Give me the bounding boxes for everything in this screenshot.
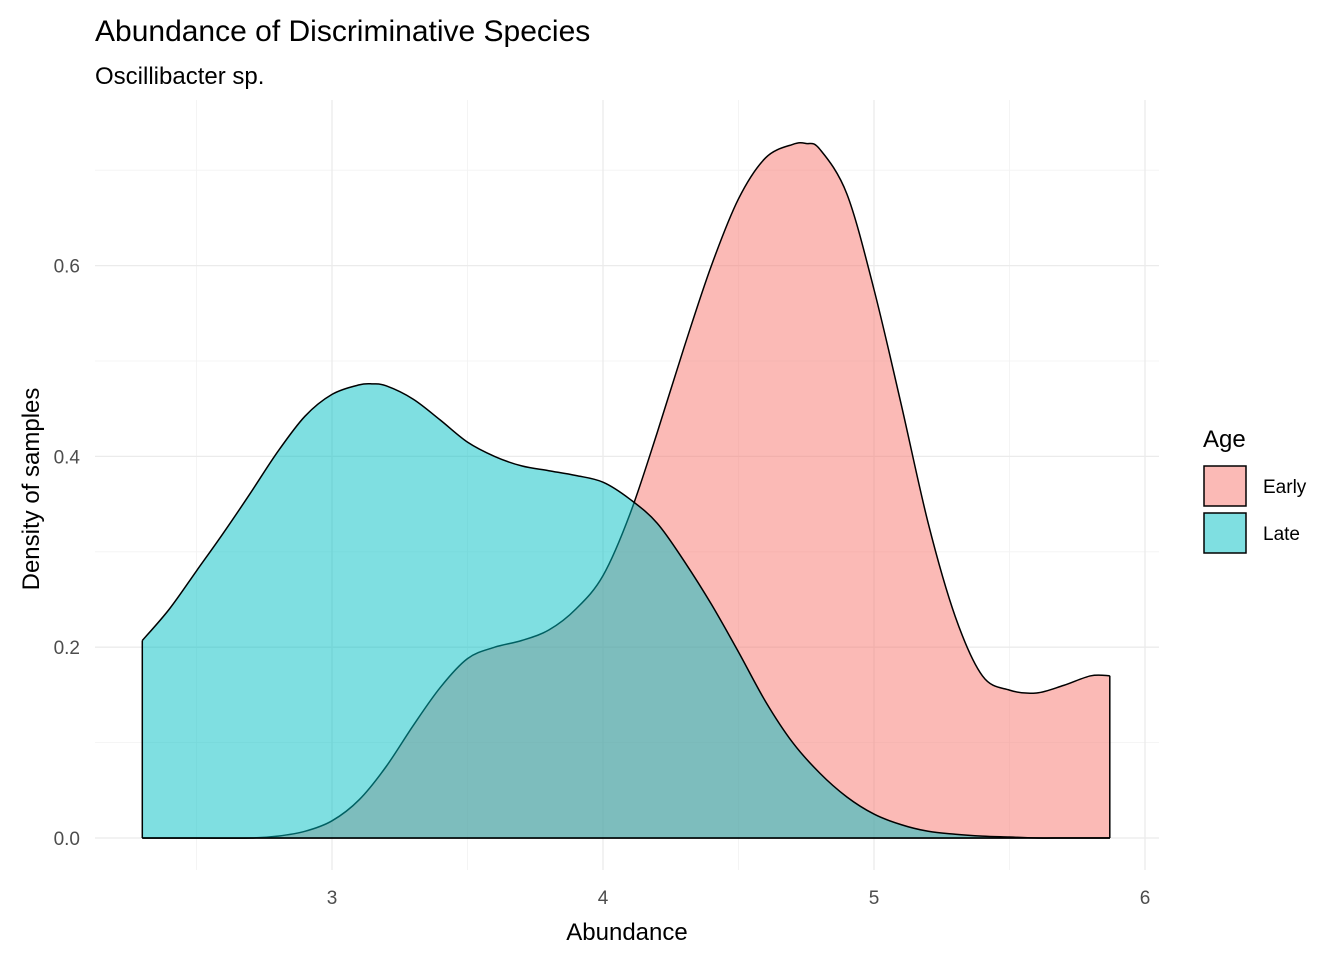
legend-label-early: Early [1263, 477, 1307, 498]
legend-items: Early Late [1203, 465, 1307, 554]
x-tick-label: 4 [598, 888, 609, 909]
legend-label-late: Late [1263, 524, 1300, 545]
y-tick-label: 0.6 [54, 257, 80, 278]
density-area-early [142, 142, 1110, 839]
density-area-late [142, 383, 1110, 839]
chart-title: Abundance of Discriminative Species [95, 15, 590, 48]
density-outline-late [141, 382, 1110, 839]
legend-title: Age [1203, 426, 1246, 453]
x-axis-title: Abundance [566, 919, 687, 946]
y-axis-title: Density of samples [18, 388, 45, 591]
legend: Age Early Late [1203, 426, 1307, 554]
x-axis-tick-labels: 3 4 5 6 [327, 888, 1151, 909]
legend-swatch-early [1203, 465, 1247, 507]
density-areas [141, 142, 1111, 839]
y-axis-tick-labels: 0.0 0.2 0.4 0.6 [54, 257, 81, 850]
y-tick-label: 0.0 [54, 829, 80, 850]
chart-subtitle: Oscillibacter sp. [95, 63, 264, 90]
legend-swatch-late [1203, 512, 1247, 554]
x-tick-label: 3 [327, 888, 338, 909]
y-tick-label: 0.4 [54, 447, 81, 468]
y-tick-label: 0.2 [54, 638, 80, 659]
x-tick-label: 5 [869, 888, 880, 909]
x-tick-label: 6 [1140, 888, 1151, 909]
